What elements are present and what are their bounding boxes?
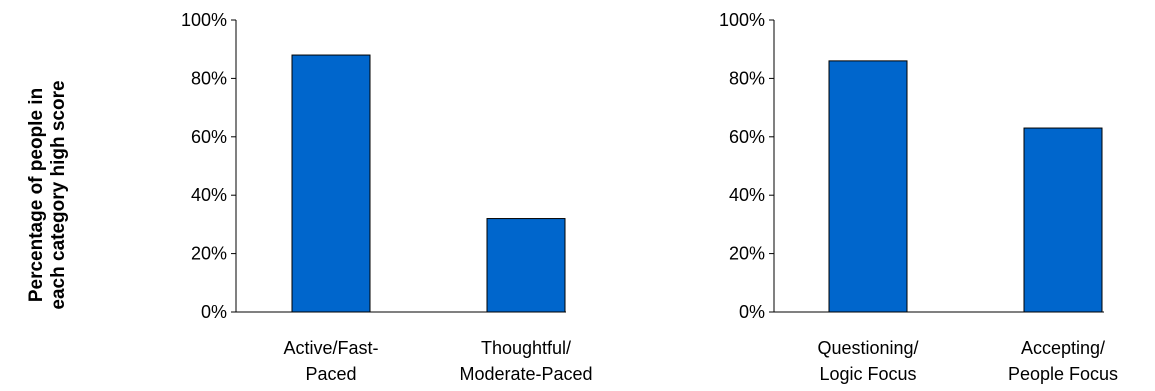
x-category-label: People Focus	[1008, 364, 1118, 384]
y-tick-label: 40%	[191, 185, 227, 205]
chart-panel-right: 0% 20% 40% 60% 80% 100% Questioning/Logic Focu…	[719, 10, 1118, 384]
bar	[828, 60, 908, 313]
y-tick-label: 20%	[729, 244, 765, 264]
bar	[1023, 127, 1103, 313]
y-tick-label: 60%	[191, 127, 227, 147]
y-tick-label: 80%	[191, 68, 227, 88]
y-tick-label: 100%	[181, 10, 227, 30]
y-tick-label: 0%	[201, 302, 227, 322]
bar	[486, 218, 566, 313]
x-category-label: Accepting/	[1021, 338, 1105, 358]
y-axis-title-line-2: each category high score	[48, 80, 69, 309]
y-tick-label: 0%	[739, 302, 765, 322]
x-category-label: Thoughtful/	[481, 338, 571, 358]
y-tick-label: 40%	[729, 185, 765, 205]
x-category-label: Active/Fast-	[283, 338, 378, 358]
y-tick-label: 60%	[729, 127, 765, 147]
x-category-label: Paced	[305, 364, 356, 384]
y-tick-label: 100%	[719, 10, 765, 30]
y-tick-label: 20%	[191, 244, 227, 264]
y-axis-title-line-1: Percentage of people in	[26, 88, 47, 302]
chart-panel-left: 0% 20% 40% 60% 80% 100% Active/Fast- Paced Thoug…	[181, 10, 593, 384]
x-category-label: Logic Focus	[819, 364, 916, 384]
y-axis-title: Percentage of people in each category hi…	[26, 80, 69, 309]
x-category-label: Questioning/	[817, 338, 918, 358]
x-category-label: Moderate-Paced	[459, 364, 592, 384]
y-tick-label: 80%	[729, 68, 765, 88]
bar	[291, 54, 371, 313]
